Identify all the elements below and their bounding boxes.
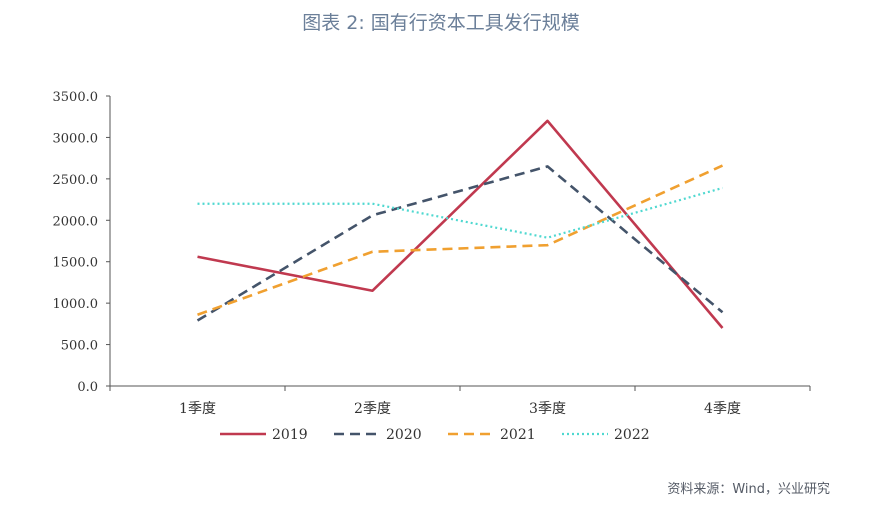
x-tick-label: 3季度 (529, 401, 566, 417)
x-tick-label: 1季度 (179, 401, 216, 417)
x-tick-label: 4季度 (704, 401, 741, 417)
series-line-2020 (196, 165, 724, 322)
chart-title: 图表 2: 国有行资本工具发行规模 (302, 12, 580, 34)
legend-label-2020: 2020 (386, 427, 422, 443)
series-lines (196, 119, 724, 329)
y-tick-label: 1000.0 (53, 297, 99, 312)
legend-label-2022: 2022 (614, 427, 650, 443)
series-line-2022 (197, 186, 723, 239)
axes: 0.0 500.0 1000.0 1500.0 2000.0 2500.0 3000.0 35… (53, 90, 811, 417)
legend-label-2019: 2019 (272, 427, 308, 443)
y-tick-label: 500.0 (61, 339, 98, 354)
legend-label-2021: 2021 (500, 427, 536, 443)
line-chart: 0.0 500.0 1000.0 1500.0 2000.0 2500.0 3000.0 35… (53, 90, 811, 443)
y-tick-label: 2500.0 (53, 173, 99, 188)
y-tick-label: 0.0 (77, 380, 98, 395)
series-line-2021 (197, 164, 724, 316)
legend: 2019 2020 2021 2022 (220, 427, 650, 443)
y-tick-label: 3500.0 (53, 90, 99, 105)
y-tick-label: 2000.0 (53, 214, 99, 229)
x-tick-label: 2季度 (354, 401, 391, 417)
source-note: 资料来源：Wind，兴业研究 (667, 482, 830, 497)
series-line-2019 (197, 119, 724, 329)
y-tick-label: 3000.0 (53, 131, 99, 146)
y-tick-label: 1500.0 (53, 256, 99, 271)
